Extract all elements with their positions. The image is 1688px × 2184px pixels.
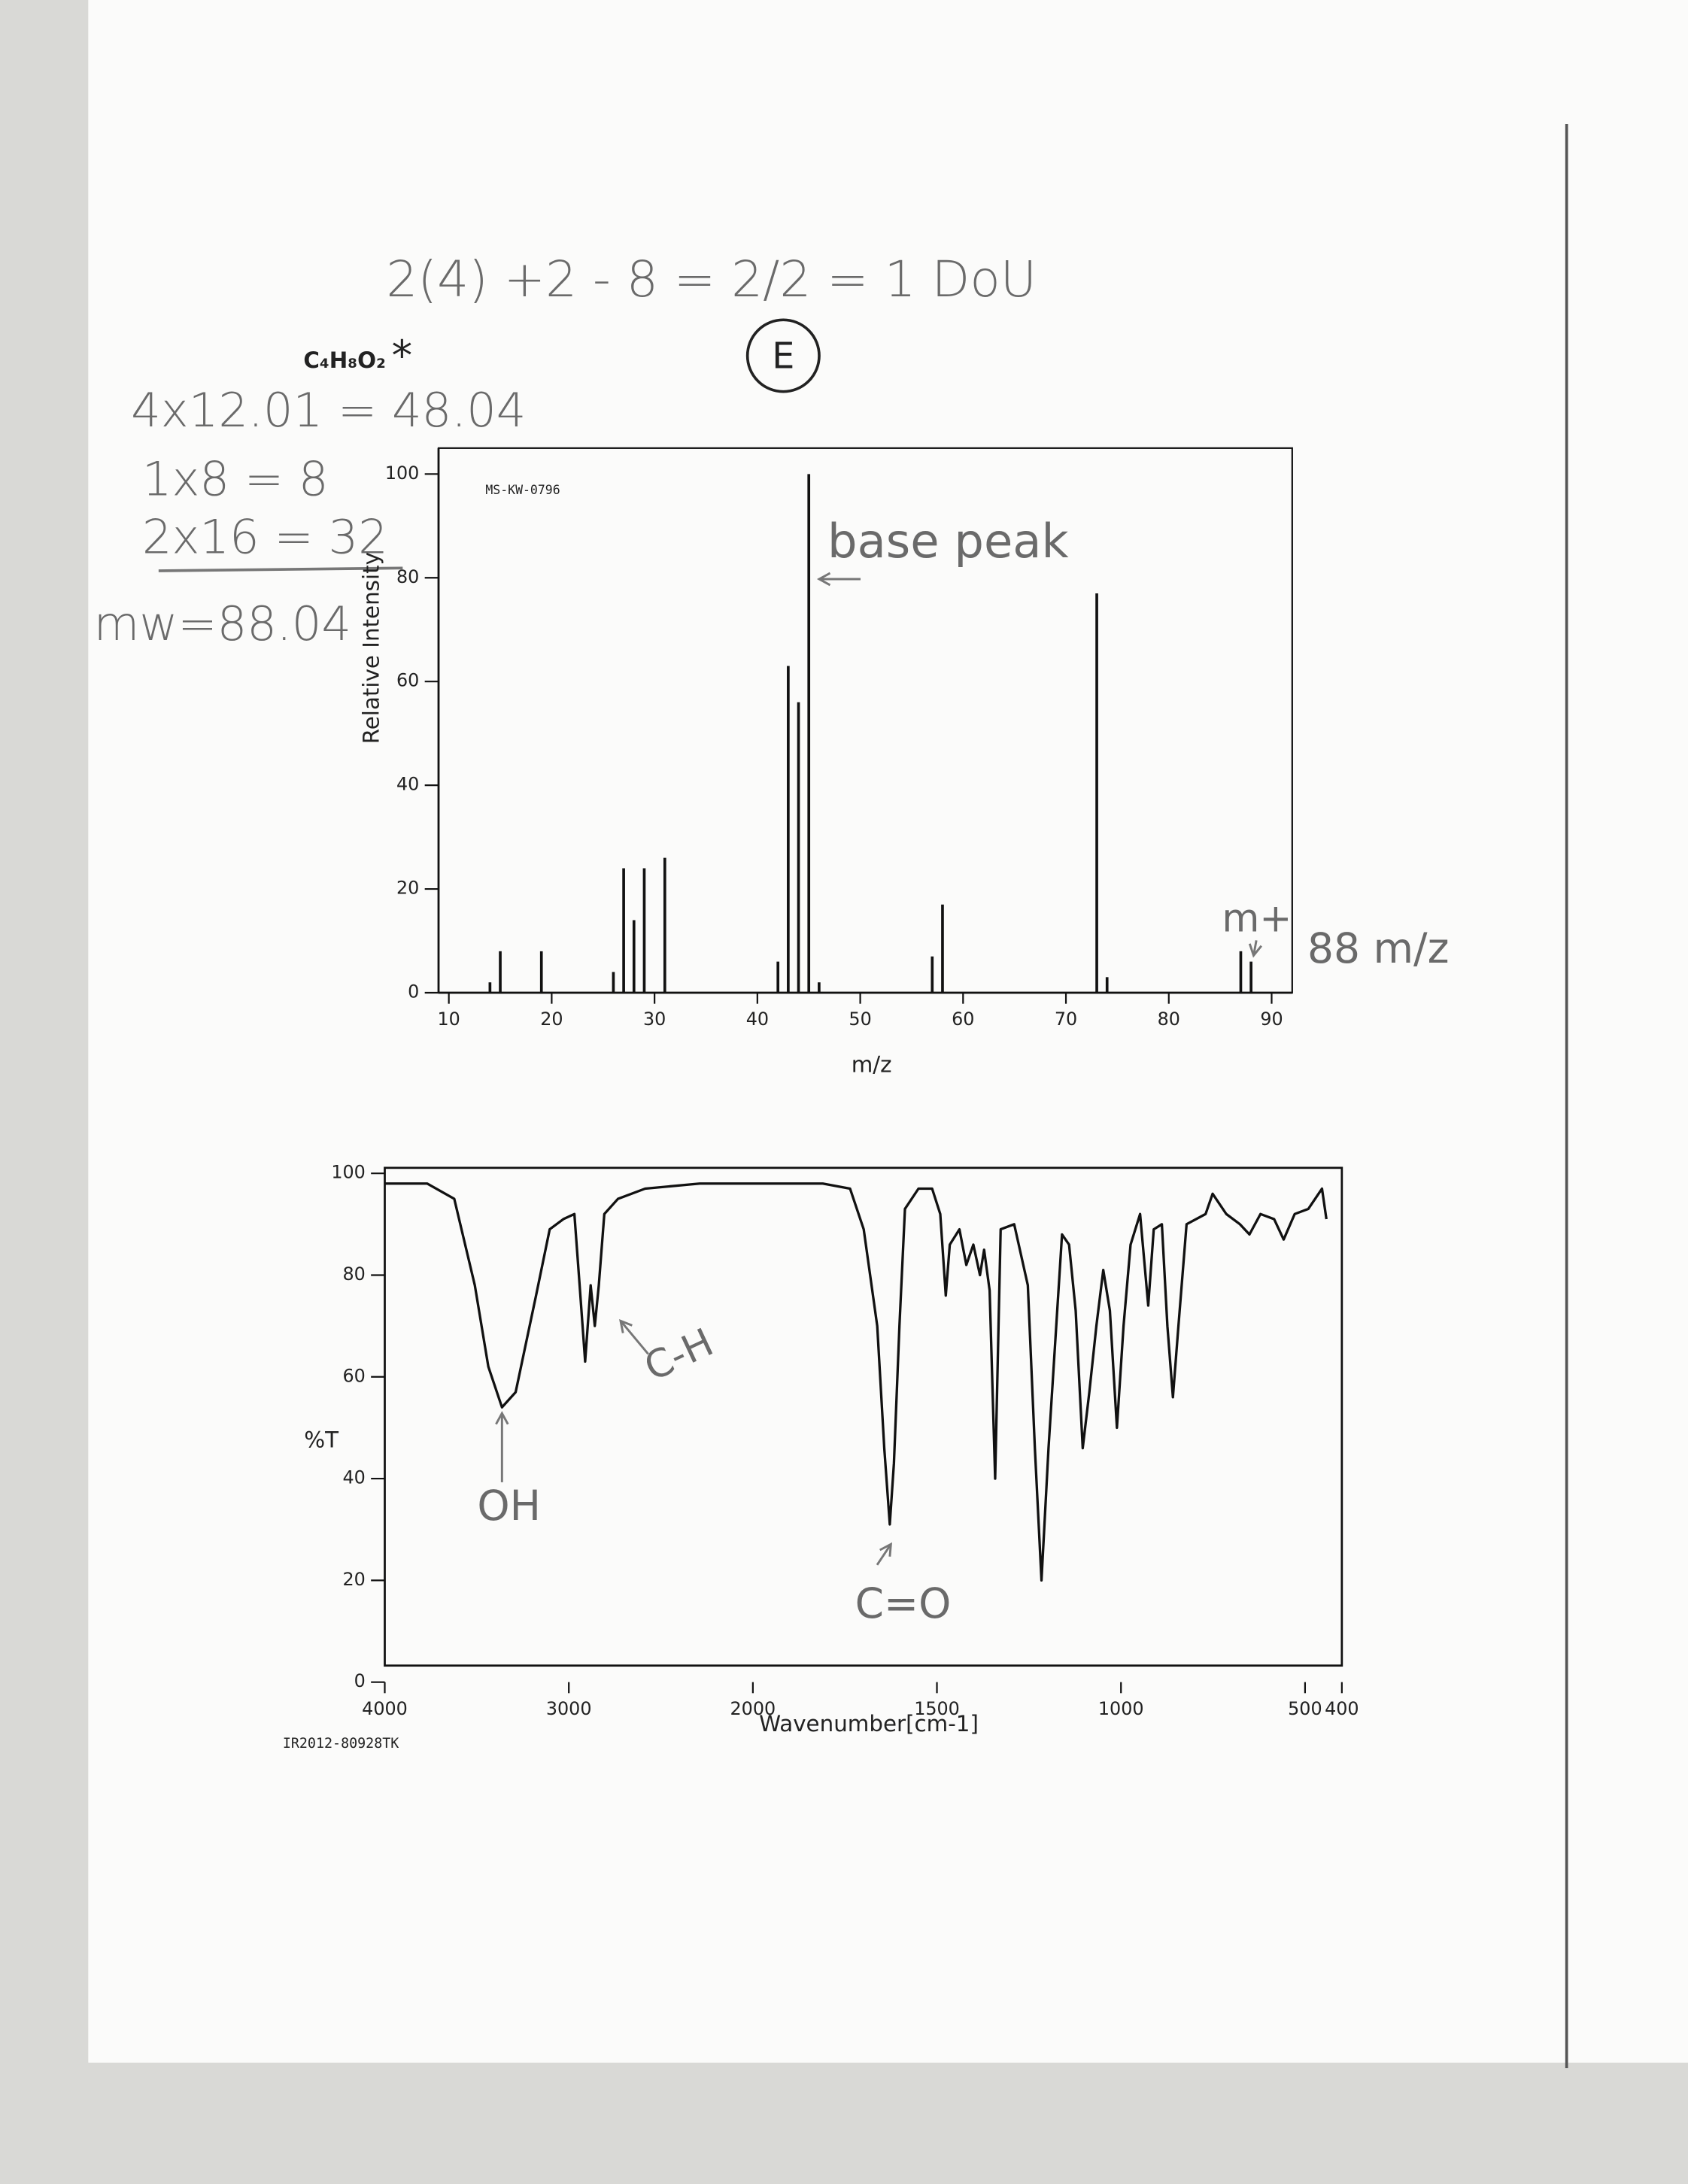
x-tick-label: 1500 <box>914 1698 960 1719</box>
sum-line <box>158 566 403 572</box>
y-tick-label: 80 <box>396 566 419 587</box>
mw-note: mw=88.04 <box>94 596 351 651</box>
x-tick-label: 2000 <box>730 1698 776 1719</box>
annotation: m+ <box>1222 896 1292 942</box>
arrow <box>876 1543 892 1566</box>
arrow-head <box>619 1318 633 1333</box>
annotation: 88 m/z <box>1307 924 1449 972</box>
dou-note: 2(4) +2 - 8 = 2/2 = 1 DoU <box>386 250 1037 308</box>
x-tick-label: 70 <box>1055 1009 1077 1030</box>
x-tick-label: 3000 <box>546 1698 592 1719</box>
annotation: base peak <box>827 514 1069 569</box>
x-tick-label: 1000 <box>1098 1698 1144 1719</box>
y-tick-label: 40 <box>396 774 419 795</box>
arrow-head <box>879 1542 893 1557</box>
y-tick-label: 20 <box>343 1569 366 1590</box>
formula: C₄H₈O₂ <box>303 347 386 373</box>
x-tick-label: 40 <box>746 1009 769 1030</box>
y-axis-label: Relative Intensity <box>359 552 384 744</box>
y-tick-label: 0 <box>408 981 419 1003</box>
arrow-head <box>816 572 831 587</box>
x-tick-label: 30 <box>643 1009 666 1030</box>
arrow <box>1252 940 1258 956</box>
mass-note: 1x8 = 8 <box>142 452 329 507</box>
x-tick-label: 20 <box>540 1009 563 1030</box>
y-tick-label: 100 <box>385 463 419 484</box>
y-tick-label: 0 <box>354 1670 366 1691</box>
x-tick-label: 60 <box>952 1009 974 1030</box>
x-tick-label: 80 <box>1158 1009 1180 1030</box>
annotation: MS-KW-0796 <box>485 483 560 497</box>
annotation: IR2012-80928TK <box>283 1736 399 1752</box>
y-tick-label: 40 <box>343 1467 366 1488</box>
x-tick-label: 90 <box>1260 1009 1283 1030</box>
x-tick-label: 10 <box>438 1009 460 1030</box>
x-tick-label: 500 <box>1288 1698 1322 1719</box>
x-axis-label: m/z <box>852 1052 892 1078</box>
arrow <box>619 1320 649 1355</box>
arrow-head <box>1248 943 1263 958</box>
arrow-head <box>495 1411 509 1425</box>
answer: E <box>772 336 794 378</box>
frame <box>437 447 1293 994</box>
frame <box>384 1166 1343 1667</box>
x-tick-label: 50 <box>849 1009 871 1030</box>
y-tick-label: 60 <box>343 1365 366 1386</box>
star: * <box>392 332 413 380</box>
y-tick-label: 80 <box>343 1263 366 1285</box>
annotation: OH <box>477 1482 541 1530</box>
y-tick-label: 60 <box>396 670 419 691</box>
x-tick-label: 4000 <box>362 1698 408 1719</box>
paper <box>88 0 1688 2063</box>
x-axis-label: Wavenumber[cm-1] <box>759 1711 979 1737</box>
y-tick-label: 100 <box>331 1162 365 1183</box>
y-axis-label: %T <box>304 1427 339 1452</box>
answer-circle <box>745 318 821 393</box>
annotation: C=O <box>855 1579 952 1627</box>
x-tick-label: 400 <box>1325 1698 1359 1719</box>
mass-note: 4x12.01 = 48.04 <box>131 383 526 438</box>
mass-note: 2x16 = 32 <box>142 510 388 565</box>
y-tick-label: 20 <box>396 878 419 899</box>
spectrum-line <box>384 1182 1328 1582</box>
